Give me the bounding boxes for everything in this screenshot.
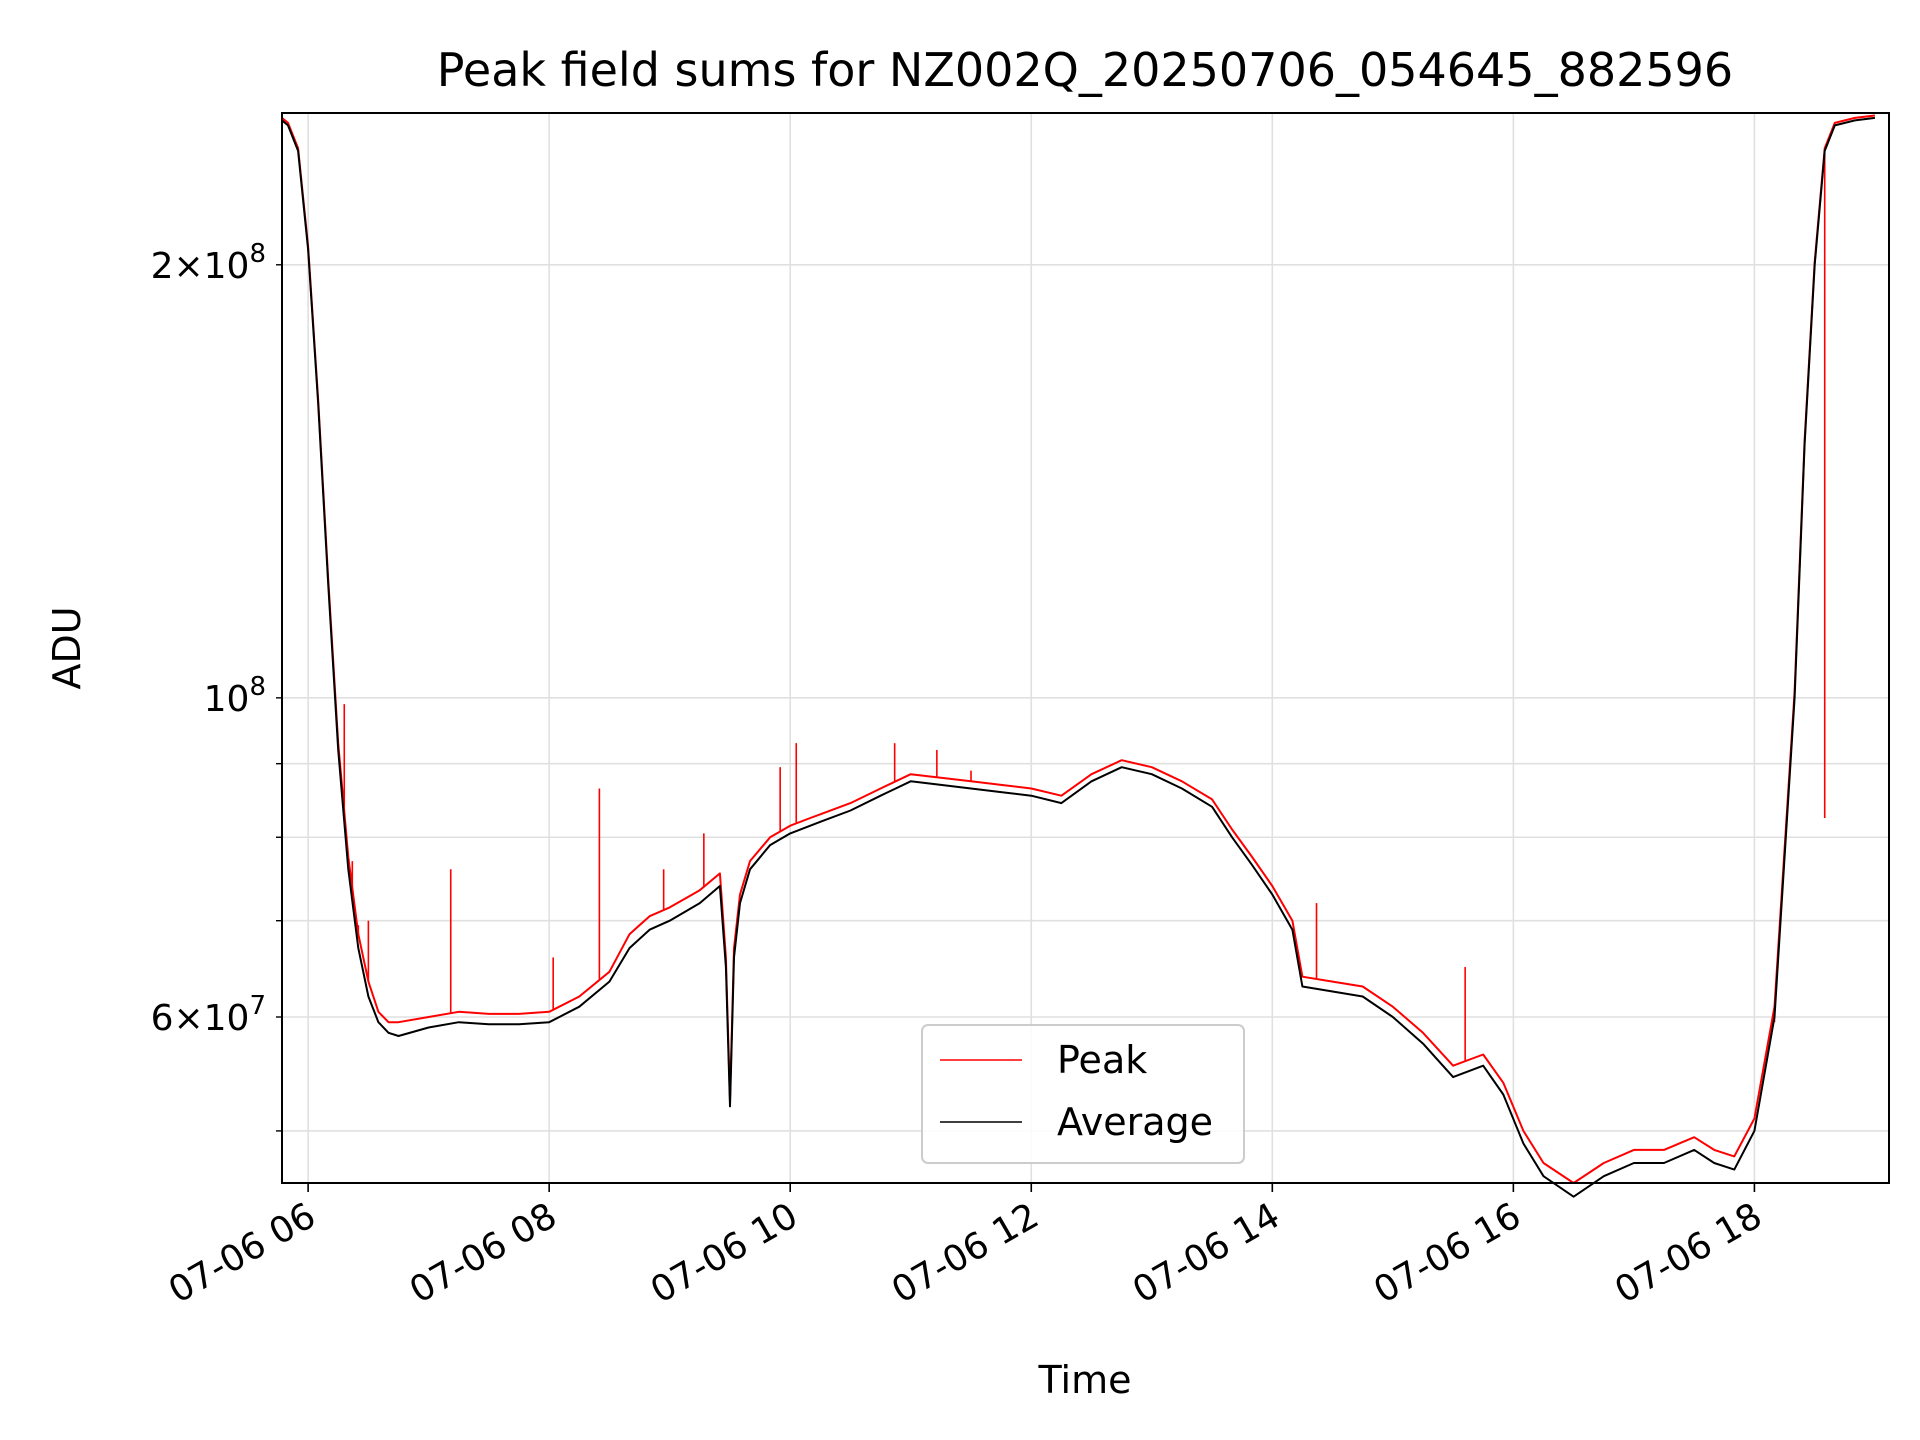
grid <box>282 113 1889 1183</box>
plot-frame <box>281 112 1890 1184</box>
y-axis-label: ADU <box>45 606 89 689</box>
chart-title: Peak field sums for NZ002Q_20250706_0546… <box>437 43 1733 97</box>
legend-average-label: Average <box>1057 1100 1213 1144</box>
x-axis-label: Time <box>1038 1358 1132 1402</box>
series-peak-line <box>281 114 1876 1184</box>
legend: Peak Average <box>921 1024 1245 1164</box>
series-average-line <box>281 116 1876 1198</box>
y-tick-label: 2×108 <box>151 239 266 287</box>
y-tick-label: 6×107 <box>151 991 266 1039</box>
legend-peak-label: Peak <box>1057 1038 1147 1082</box>
series-layer <box>281 114 1876 1198</box>
